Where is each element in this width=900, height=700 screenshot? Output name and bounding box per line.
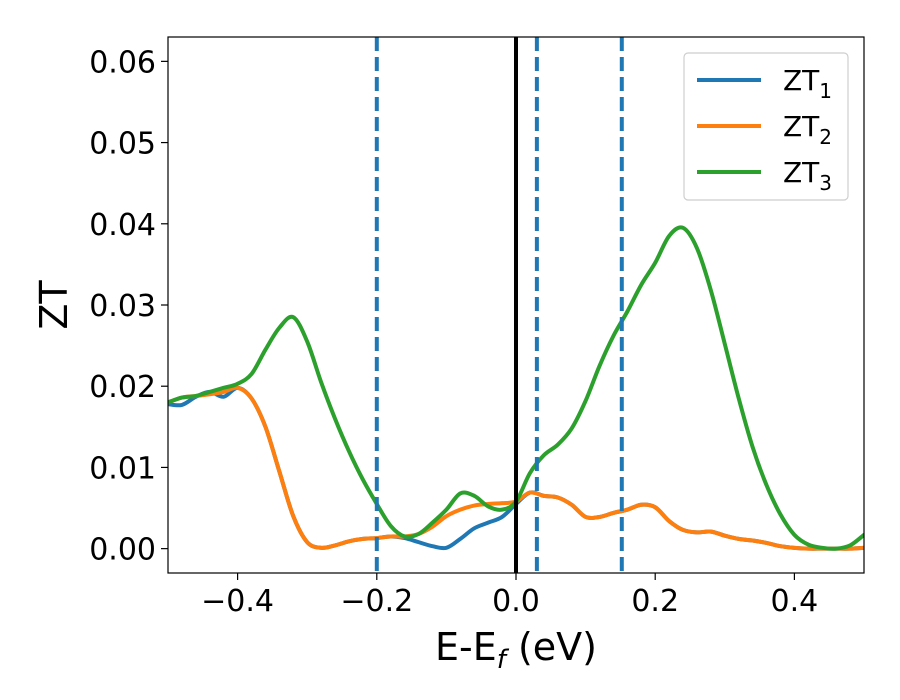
x-axis-ticks: −0.4 −0.2 0.0 0.2 0.4 [201, 573, 818, 619]
x-tick-label: 0.4 [771, 584, 819, 619]
x-tick-label: 0.0 [492, 584, 540, 619]
x-axis-title: E-Ef (eV) [435, 625, 597, 675]
y-tick-label: 0.00 [89, 533, 156, 568]
reference-lines [374, 37, 624, 573]
y-tick-label: 0.04 [89, 208, 156, 243]
legend-label-zt2: ZT2 [783, 110, 832, 149]
x-tick-label: 0.2 [631, 584, 679, 619]
x-tick-label: −0.4 [201, 584, 274, 619]
x-axis-title-unit: (eV) [506, 625, 597, 669]
legend: ZT1 ZT2 ZT3 [683, 52, 849, 201]
y-tick-label: 0.06 [89, 45, 156, 80]
y-axis-ticks: 0.00 0.01 0.02 0.03 0.04 0.05 0.06 [89, 45, 168, 568]
y-tick-label: 0.01 [89, 451, 156, 486]
x-tick-label: −0.2 [340, 584, 413, 619]
legend-label-zt1: ZT1 [783, 64, 832, 103]
legend-label-zt3: ZT3 [783, 156, 832, 195]
y-tick-label: 0.02 [89, 370, 156, 405]
legend-box [683, 52, 849, 201]
y-tick-label: 0.03 [89, 289, 156, 324]
y-axis-title: ZT [32, 280, 76, 330]
y-tick-label: 0.05 [89, 127, 156, 162]
